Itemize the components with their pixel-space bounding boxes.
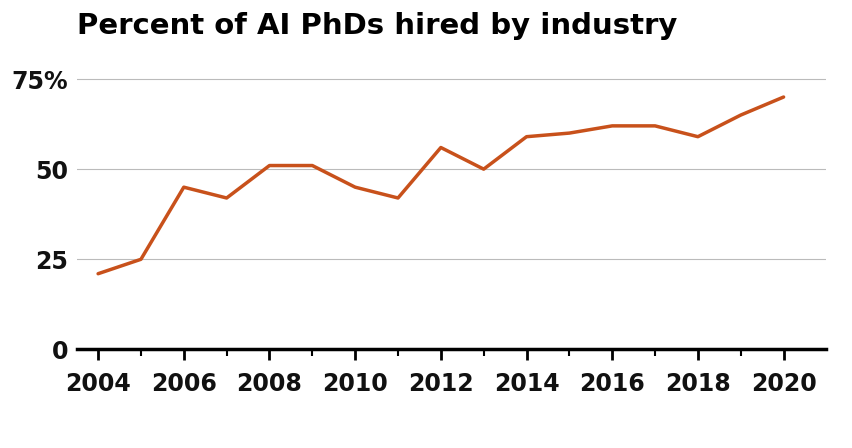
Text: Percent of AI PhDs hired by industry: Percent of AI PhDs hired by industry xyxy=(77,12,677,40)
